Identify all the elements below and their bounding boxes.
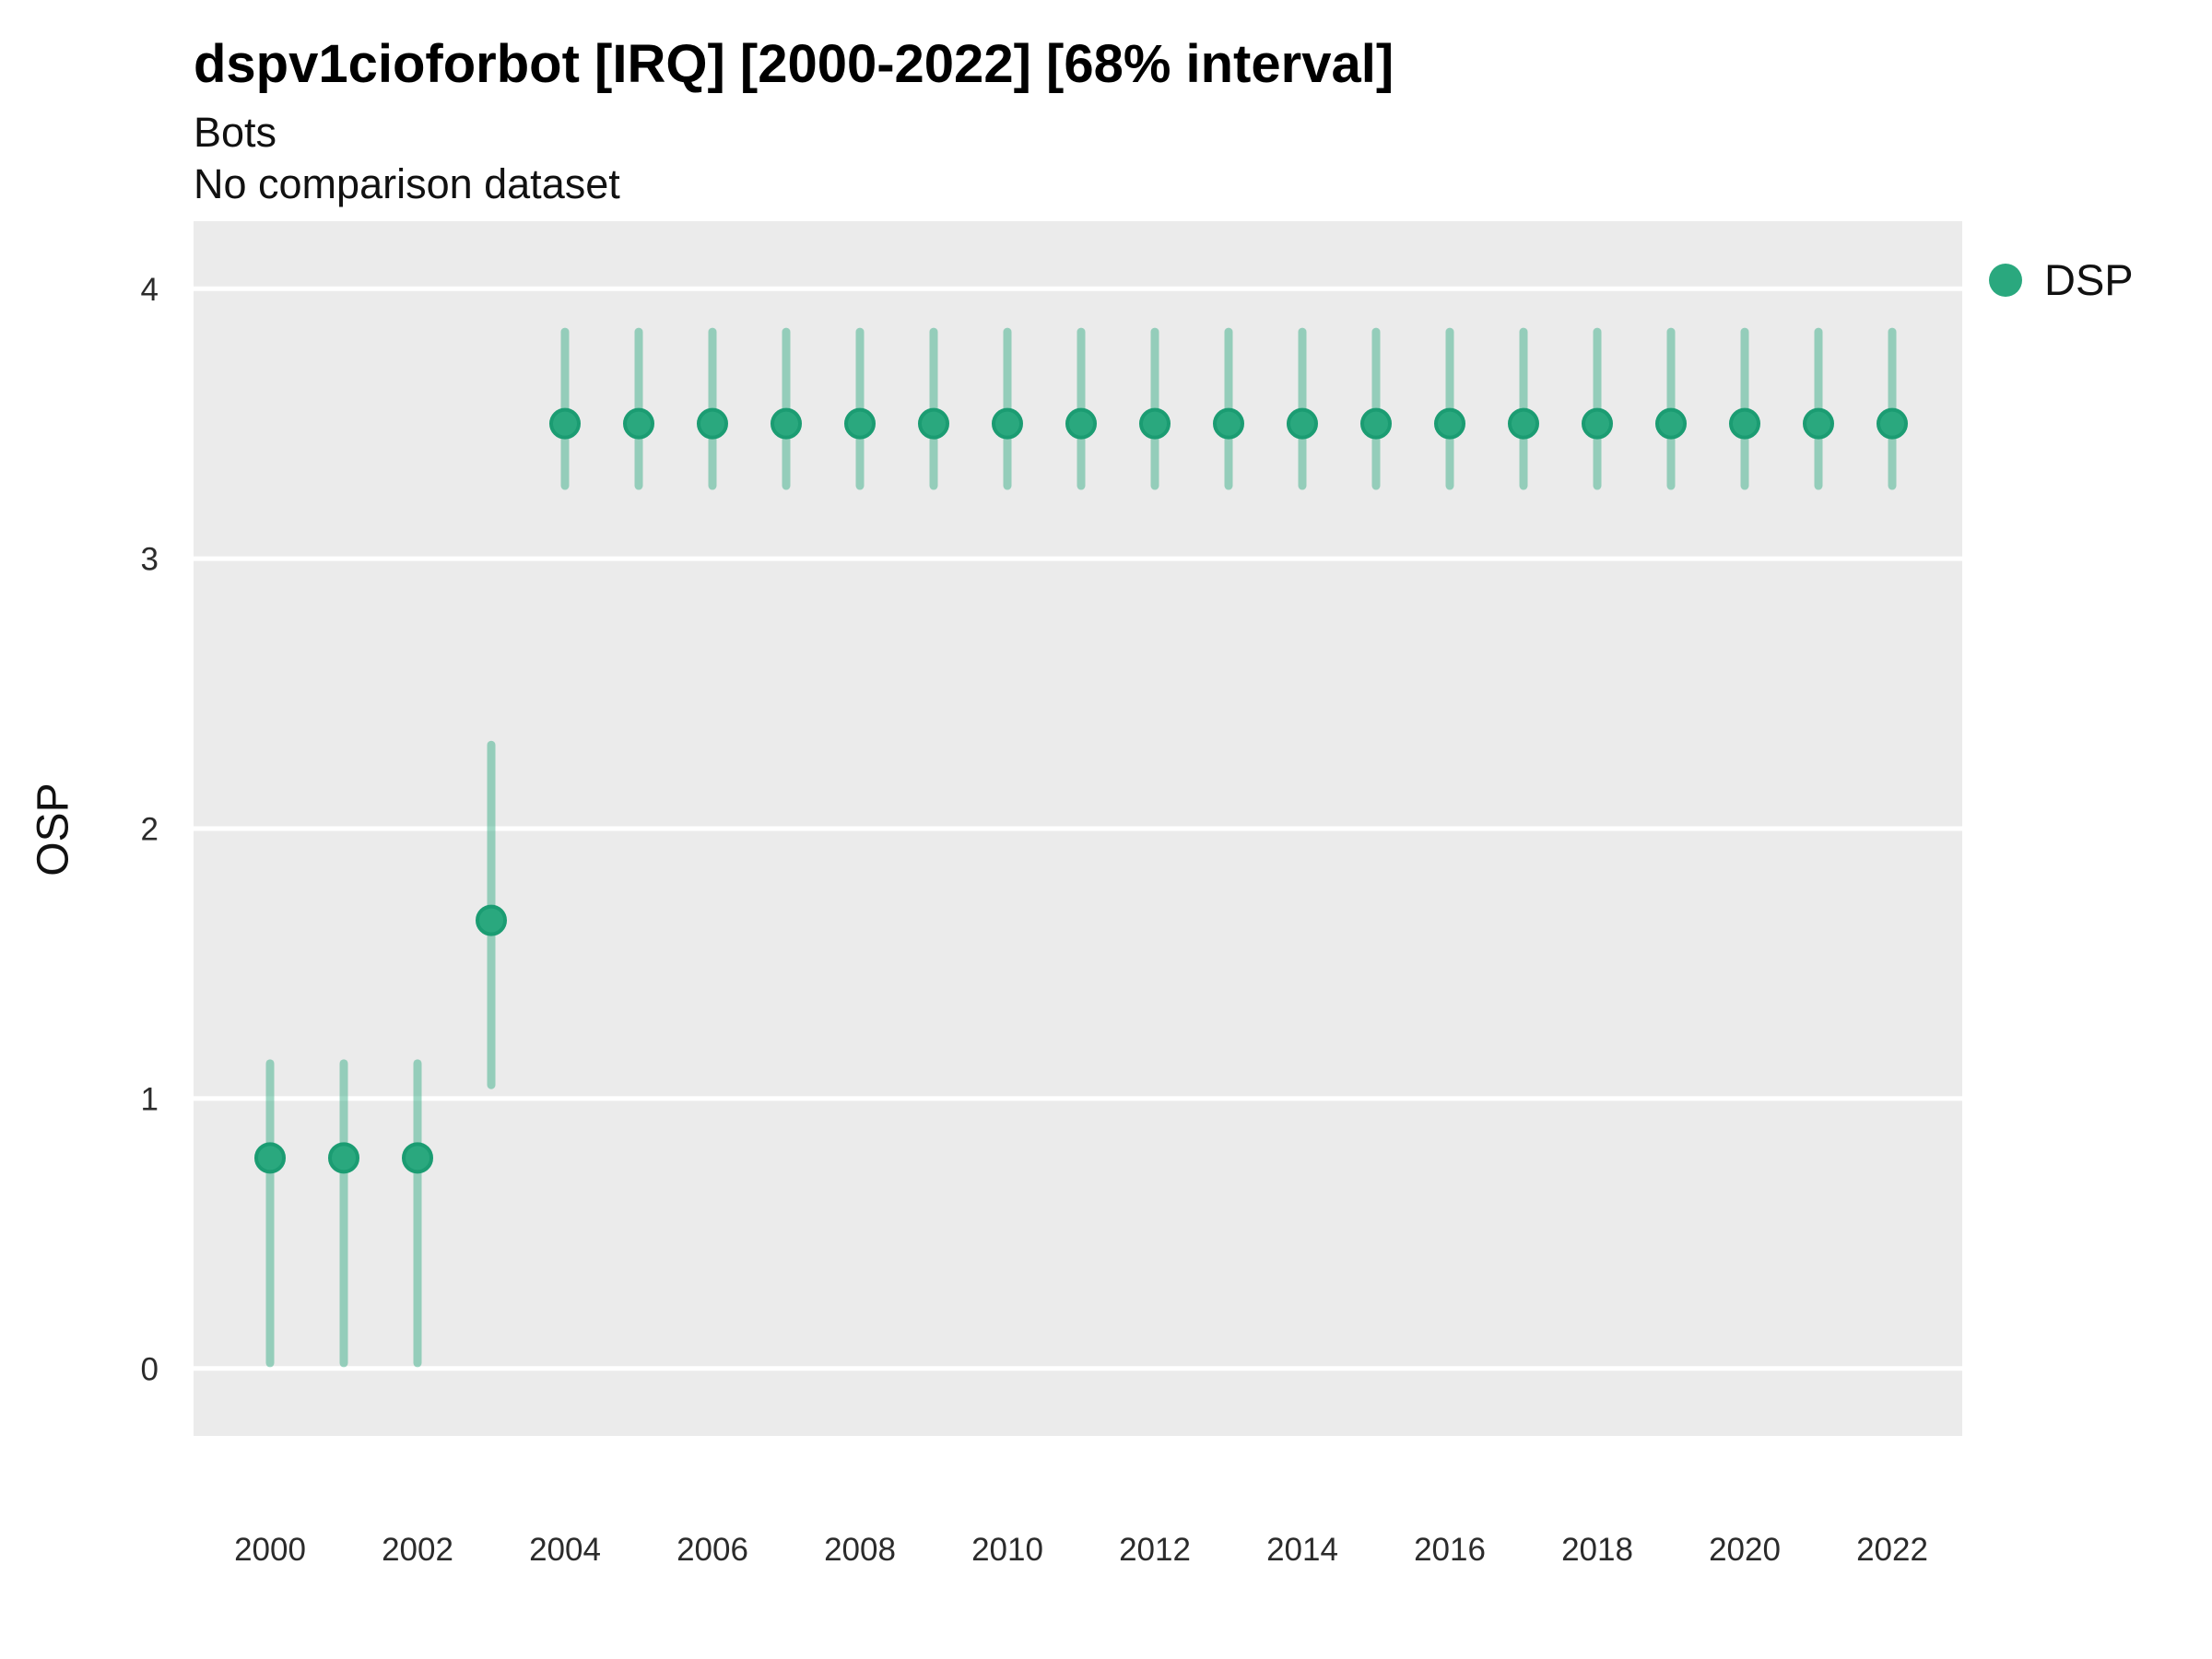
point-marker-2006	[697, 407, 728, 440]
point-marker-2004	[549, 407, 581, 440]
x-tick-label: 2000	[234, 1532, 306, 1568]
x-tick-label: 2012	[1119, 1532, 1191, 1568]
point-marker-2017	[1508, 407, 1539, 440]
point-marker-2005	[623, 407, 654, 440]
y-tick-label: 1	[141, 1081, 159, 1117]
point-marker-2021	[1803, 407, 1834, 440]
legend-dsp-dot-icon	[1989, 263, 2022, 297]
x-tick-label: 2018	[1561, 1532, 1633, 1568]
x-tick-label: 2008	[824, 1532, 896, 1568]
y-tick-label: 0	[141, 1351, 159, 1387]
point-marker-2010	[992, 407, 1023, 440]
point-marker-2000	[254, 1142, 286, 1174]
chart-title: dspv1cioforbot [IRQ] [2000-2022] [68% in…	[194, 34, 1394, 94]
x-tick-label: 2010	[971, 1532, 1043, 1568]
x-tick-label: 2002	[382, 1532, 453, 1568]
point-marker-2011	[1065, 407, 1097, 440]
point-marker-2002	[402, 1142, 433, 1174]
y-tick-label: 3	[141, 542, 159, 578]
y-tick-label: 4	[141, 272, 159, 308]
legend: DSP	[1989, 254, 2134, 305]
point-marker-2013	[1213, 407, 1244, 440]
x-tick-label: 2020	[1709, 1532, 1781, 1568]
point-marker-2007	[771, 407, 802, 440]
x-tick-label: 2004	[529, 1532, 601, 1568]
chart-subtitle: Bots	[194, 109, 277, 156]
legend-dsp-label: DSP	[2044, 255, 2134, 304]
y-tick-label: 2	[141, 812, 159, 848]
point-marker-2009	[918, 407, 949, 440]
x-tick-label: 2014	[1266, 1532, 1338, 1568]
point-marker-2015	[1360, 407, 1392, 440]
point-marker-2003	[476, 904, 507, 936]
point-marker-2012	[1139, 407, 1171, 440]
point-marker-2020	[1729, 407, 1760, 440]
point-marker-2016	[1434, 407, 1465, 440]
point-marker-2014	[1287, 407, 1318, 440]
point-marker-2018	[1582, 407, 1613, 440]
point-marker-2008	[844, 407, 876, 440]
x-tick-label: 2022	[1856, 1532, 1928, 1568]
point-marker-2001	[328, 1142, 359, 1174]
x-tick-label: 2006	[677, 1532, 748, 1568]
comparison-dataset-note: No comparison dataset	[194, 160, 620, 207]
x-tick-label: 2016	[1414, 1532, 1486, 1568]
point-marker-2022	[1877, 407, 1908, 440]
point-marker-2019	[1655, 407, 1687, 440]
